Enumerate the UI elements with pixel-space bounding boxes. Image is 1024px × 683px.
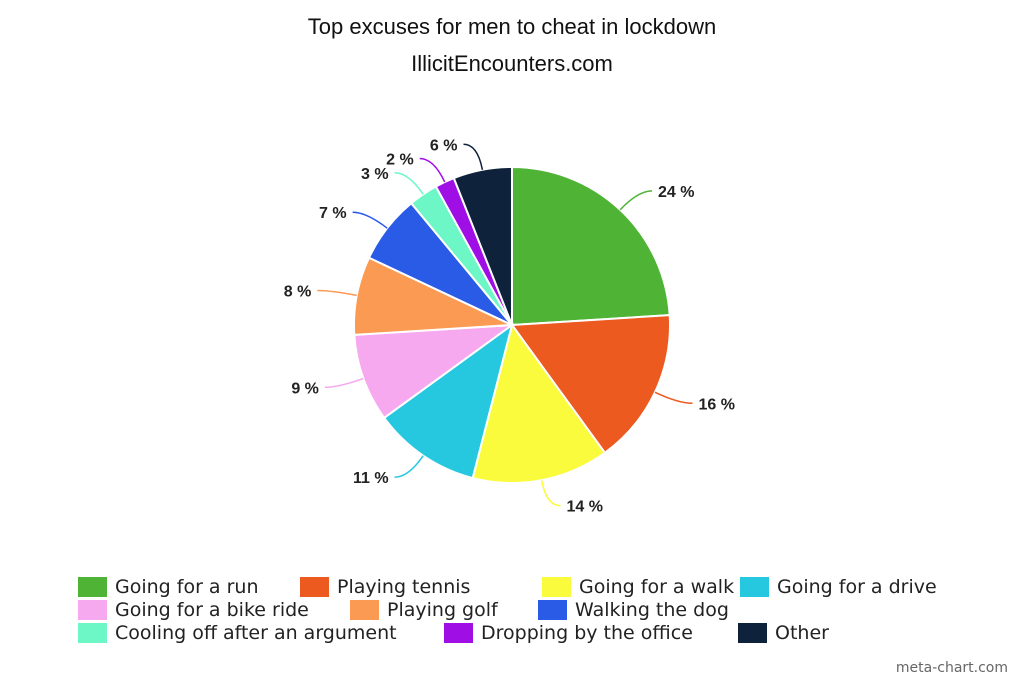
legend-item-cooling-off-after-an-argument[interactable]: Cooling off after an argument bbox=[78, 622, 397, 644]
legend-label: Cooling off after an argument bbox=[115, 622, 397, 644]
pie-slice-going-for-a-run[interactable] bbox=[511, 165, 671, 327]
legend-item-going-for-a-bike-ride[interactable]: Going for a bike ride bbox=[78, 599, 309, 621]
data-label-dropping-by-the-office: 2 % bbox=[386, 152, 414, 169]
credit-label[interactable]: meta-chart.com bbox=[895, 660, 1008, 676]
pie-slice-going-for-a-drive[interactable] bbox=[382, 322, 514, 480]
data-label-going-for-a-run: 24 % bbox=[658, 184, 694, 201]
leader-line-other bbox=[463, 143, 484, 170]
leader-line-walking-the-dog bbox=[352, 211, 388, 229]
legend-item-going-for-a-run[interactable]: Going for a run bbox=[78, 576, 259, 598]
leader-line-going-for-a-drive bbox=[394, 455, 424, 478]
legend-swatch bbox=[350, 600, 379, 620]
legend-label: Dropping by the office bbox=[481, 622, 693, 644]
pie-slice-playing-tennis[interactable] bbox=[510, 314, 672, 455]
legend-swatch bbox=[738, 623, 767, 643]
legend-swatch bbox=[444, 623, 473, 643]
legend-swatch bbox=[300, 577, 329, 597]
legend-label: Playing golf bbox=[387, 599, 498, 621]
legend-item-walking-the-dog[interactable]: Walking the dog bbox=[538, 599, 729, 621]
data-label-playing-tennis: 16 % bbox=[699, 396, 735, 413]
data-label-going-for-a-drive: 11 % bbox=[353, 470, 389, 487]
legend-label: Playing tennis bbox=[337, 576, 471, 598]
leader-line-going-for-a-run bbox=[619, 190, 653, 211]
legend-label: Walking the dog bbox=[575, 599, 729, 621]
data-label-cooling-off-after-an-argument: 3 % bbox=[361, 166, 389, 183]
data-label-walking-the-dog: 7 % bbox=[319, 205, 347, 222]
legend-item-going-for-a-drive[interactable]: Going for a drive bbox=[740, 576, 937, 598]
pie-chart: 24 % 16 % 14 % 11 % 9 % 8 % 7 % 3 %2 % 6 % bbox=[284, 137, 735, 516]
legend-swatch bbox=[740, 577, 769, 597]
legend-swatch bbox=[542, 577, 571, 597]
legend-item-dropping-by-the-office[interactable]: Dropping by the office bbox=[444, 622, 693, 644]
chart-subtitle: IllicitEncounters.com bbox=[411, 51, 613, 76]
leader-line-dropping-by-the-office bbox=[419, 157, 446, 183]
pie-slice-going-for-a-bike-ride[interactable] bbox=[353, 323, 516, 420]
legend-label: Going for a bike ride bbox=[115, 599, 309, 621]
pie-slice-other[interactable] bbox=[452, 165, 513, 326]
legend-swatch bbox=[78, 577, 107, 597]
leader-line-playing-golf bbox=[317, 289, 357, 297]
legend-item-playing-golf[interactable]: Playing golf bbox=[350, 599, 498, 621]
legend-label: Going for a drive bbox=[777, 576, 937, 598]
legend-swatch bbox=[78, 600, 107, 620]
data-label-playing-golf: 8 % bbox=[284, 284, 312, 301]
data-label-going-for-a-walk: 14 % bbox=[567, 499, 603, 516]
leader-line-going-for-a-walk bbox=[540, 480, 561, 507]
legend-label: Other bbox=[775, 622, 829, 644]
legend-item-going-for-a-walk[interactable]: Going for a walk bbox=[542, 576, 734, 598]
leader-line-cooling-off-after-an-argument bbox=[394, 172, 424, 195]
data-label-going-for-a-bike-ride: 9 % bbox=[291, 380, 319, 397]
legend-label: Going for a walk bbox=[579, 576, 735, 598]
legend-item-other[interactable]: Other bbox=[738, 622, 829, 644]
chart-title: Top excuses for men to cheat in lockdown bbox=[307, 14, 717, 39]
leader-line-going-for-a-bike-ride bbox=[324, 377, 364, 389]
data-label-other: 6 % bbox=[430, 137, 458, 154]
legend-swatch bbox=[538, 600, 567, 620]
legend-label: Going for a run bbox=[115, 576, 259, 598]
legend-item-playing-tennis[interactable]: Playing tennis bbox=[300, 576, 470, 598]
legend-swatch bbox=[78, 623, 107, 643]
leader-line-playing-tennis bbox=[654, 391, 693, 405]
